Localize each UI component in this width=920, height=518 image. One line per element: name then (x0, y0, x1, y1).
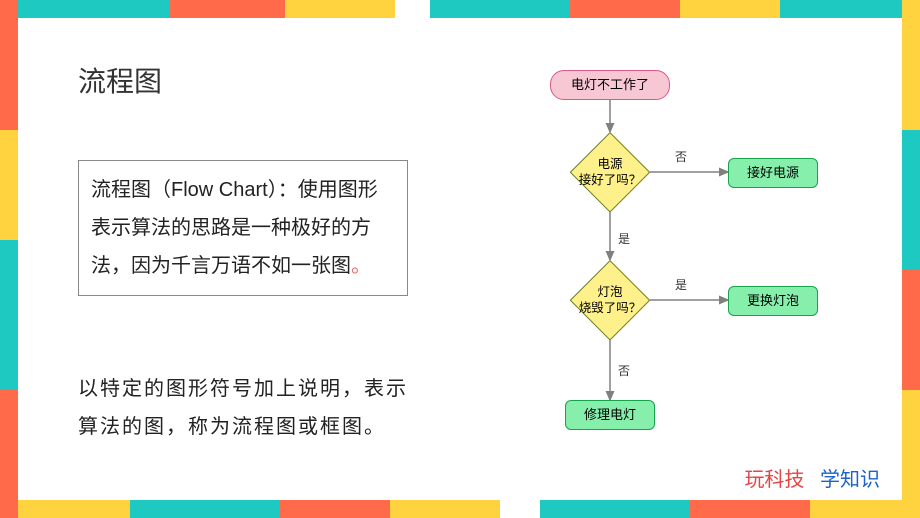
flowchart-arrows (480, 70, 900, 470)
definition-text: 流程图（Flow Chart）：使用图形表示算法的思路是一种极好的方法，因为千言… (91, 179, 378, 277)
flowchart-process: 更换灯泡 (728, 286, 818, 316)
flowchart: 电灯不工作了电源接好了吗？接好电源灯泡烧毁了吗？更换灯泡修理电灯否是是否 (480, 70, 900, 470)
flowchart-edge-label: 是 (618, 230, 630, 247)
flowchart-process: 修理电灯 (565, 400, 655, 430)
flowchart-edge-label: 否 (675, 148, 687, 165)
flowchart-edge-label: 是 (675, 276, 687, 293)
definition-box: 流程图（Flow Chart）：使用图形表示算法的思路是一种极好的方法，因为千言… (78, 160, 408, 296)
footer: 玩科技 学知识 (744, 463, 880, 492)
flowchart-edge-label: 否 (618, 362, 630, 379)
slide-title: 流程图 (78, 60, 162, 100)
flowchart-terminator: 电灯不工作了 (550, 70, 670, 100)
footer-left: 玩科技 (744, 469, 804, 491)
flowchart-decision: 电源接好了吗？ (570, 132, 650, 212)
flowchart-process: 接好电源 (728, 158, 818, 188)
slide-content: 流程图 流程图（Flow Chart）：使用图形表示算法的思路是一种极好的方法，… (20, 20, 900, 498)
flowchart-decision: 灯泡烧毁了吗？ (570, 260, 650, 340)
footer-right: 学知识 (820, 469, 880, 491)
description-paragraph: 以特定的图形符号加上说明，表示算法的图，称为流程图或框图。 (78, 370, 418, 446)
